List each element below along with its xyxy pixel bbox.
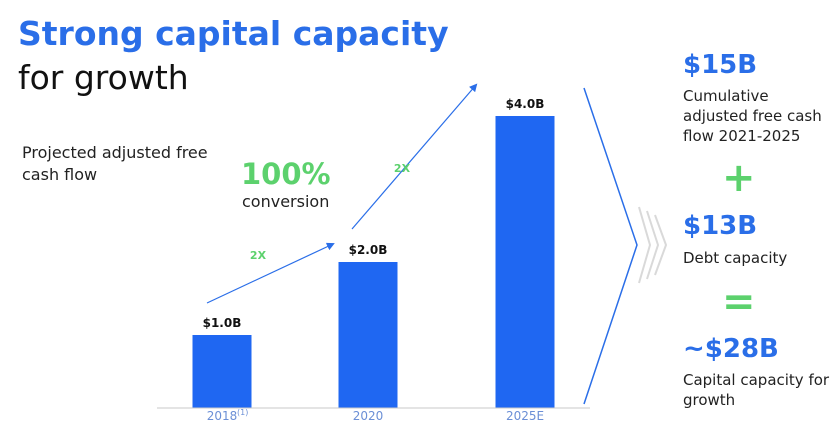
conversion-label: conversion (242, 192, 330, 211)
debt-label: Debt capacity (683, 249, 788, 267)
chevron-icon (638, 206, 652, 284)
x-tick-footnote: (1) (237, 408, 248, 417)
growth-multiplier-label: 2X (394, 162, 411, 175)
bar-2020 (338, 262, 398, 408)
title-line-1: Strong capital capacity (18, 14, 449, 53)
chevron-icon (646, 210, 660, 280)
chevron-icon (654, 214, 668, 276)
bar-value-label: $4.0B (506, 97, 545, 111)
fcf-value: $15B (683, 50, 758, 80)
bar-2025E (495, 116, 555, 408)
summary-bracket (583, 87, 638, 405)
title-line-2: for growth (18, 58, 189, 97)
growth-multiplier-label: 2X (250, 249, 267, 262)
x-tick-label: 2018 (207, 409, 238, 423)
bar-value-label: $1.0B (203, 316, 242, 330)
bar-2018 (192, 335, 252, 408)
plus-icon: + (722, 155, 756, 201)
growth-arrow (206, 242, 335, 304)
debt-value: $13B (683, 211, 758, 241)
conversion-percent: 100% (241, 157, 331, 191)
total-label: Capital capacity for growth (683, 371, 830, 409)
bar-value-label: $2.0B (349, 243, 388, 257)
chart-subtitle: Projected adjusted free cash flow (22, 143, 208, 184)
total-value: ~$28B (683, 334, 779, 364)
growth-arrow (351, 83, 478, 230)
x-tick-label: 2020 (353, 409, 384, 423)
x-tick-label: 2025E (506, 409, 544, 423)
fcf-label: Cumulative adjusted free cash flow 2021-… (683, 87, 822, 145)
equals-icon: = (722, 279, 756, 325)
